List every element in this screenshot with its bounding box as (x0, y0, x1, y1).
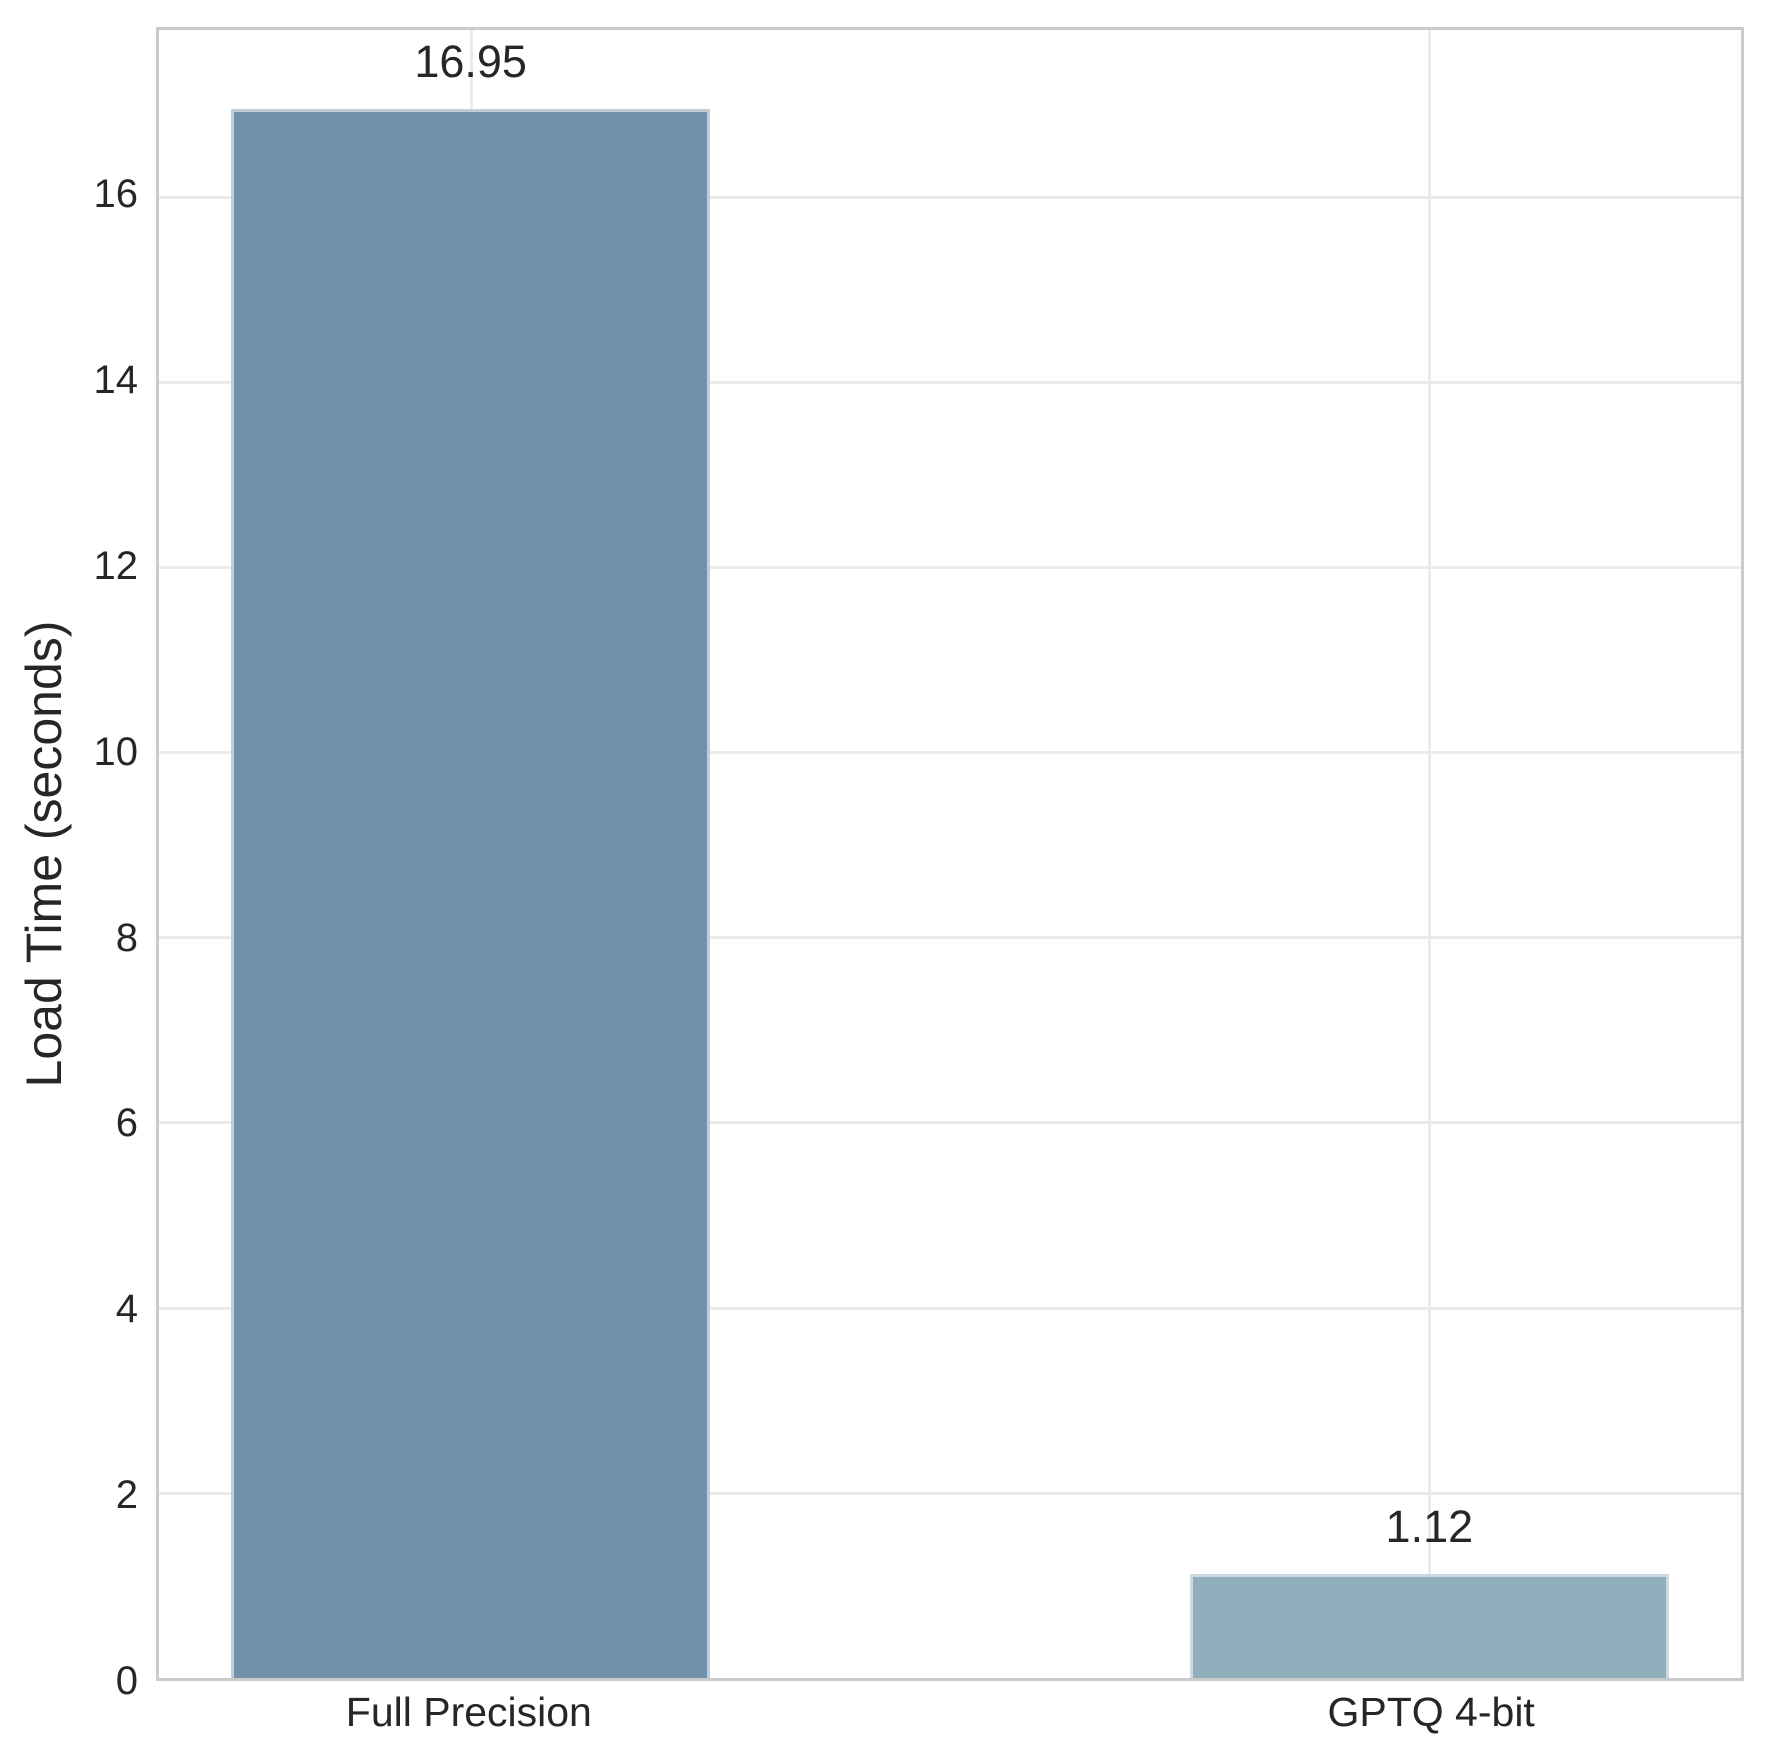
gridline-horizontal (159, 751, 1741, 755)
gridline-horizontal (159, 380, 1741, 384)
bar-value-label: 1.12 (1385, 1501, 1474, 1553)
gridline-horizontal (159, 1121, 1741, 1125)
grid-and-bars-layer: 16.95 1.12 (159, 30, 1741, 1678)
gridline-horizontal (159, 1491, 1741, 1495)
x-axis: Full Precision GPTQ 4-bit (156, 1692, 1744, 1752)
plot-area: 16.95 1.12 (156, 27, 1744, 1681)
y-axis-tick-label: 0 (115, 1659, 138, 1703)
gridline-horizontal (159, 565, 1741, 569)
y-axis-tick-label: 6 (115, 1101, 138, 1146)
y-axis-tick-label: 4 (115, 1287, 138, 1332)
y-axis: 0 2 4 6 8 10 12 14 16 (0, 27, 139, 1701)
y-axis-tick-label: 12 (93, 543, 139, 588)
gridline-vertical (1428, 30, 1432, 1678)
gridline-horizontal (159, 936, 1741, 940)
bar-gptq-4-bit (1189, 1574, 1670, 1678)
gridline-horizontal (159, 195, 1741, 199)
y-axis-tick-label: 16 (93, 172, 139, 217)
y-axis-tick-label: 10 (93, 729, 139, 774)
x-axis-tick-label: GPTQ 4-bit (1327, 1689, 1535, 1735)
x-axis-tick-label: Full Precision (345, 1689, 592, 1735)
y-axis-tick-label: 8 (115, 915, 138, 960)
bar-full-precision (230, 108, 711, 1678)
bar-value-label: 16.95 (414, 35, 527, 87)
gridline-horizontal (159, 1306, 1741, 1310)
y-axis-tick-label: 14 (93, 358, 139, 403)
y-axis-tick-label: 2 (115, 1473, 138, 1518)
